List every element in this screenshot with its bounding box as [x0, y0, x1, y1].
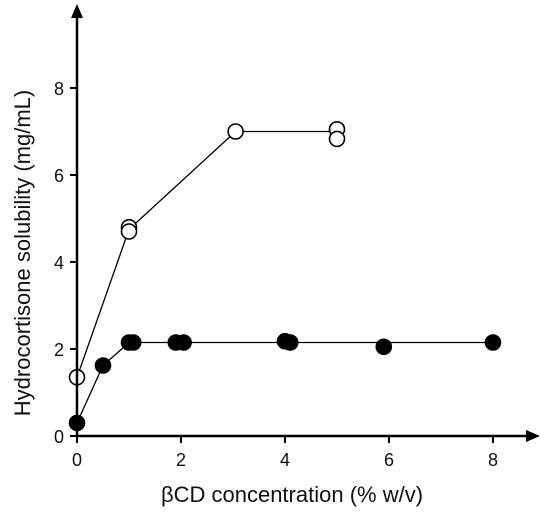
series-1-line — [76, 130, 337, 378]
x-tick-label-8: 8 — [488, 450, 498, 470]
x-tick-label-2: 2 — [176, 450, 186, 470]
y-tick-label-0: 0 — [54, 427, 64, 447]
series-1-point-6 — [328, 130, 346, 148]
series-1-point-3 — [120, 223, 138, 240]
y-tick-label-6: 6 — [54, 166, 64, 186]
axes-layer — [71, 4, 540, 442]
series-2-point-8 — [281, 334, 299, 351]
series-2-point-4 — [124, 334, 142, 351]
x-axis-title: βCD concentration (% w/v) — [161, 482, 423, 507]
y-tick-label-2: 2 — [54, 340, 64, 360]
y-axis-title: Hydrocortisone solubility (mg/mL) — [10, 90, 35, 416]
x-axis-arrow — [526, 430, 540, 442]
x-tick-label-4: 4 — [280, 450, 290, 470]
series-1-point-4 — [227, 123, 244, 140]
series-2-line — [76, 341, 493, 424]
series-2-point-9 — [375, 338, 393, 356]
y-tick-label-8: 8 — [54, 79, 64, 99]
y-axis-arrow — [71, 4, 83, 18]
series-2-point-10 — [484, 334, 502, 351]
y-tick-label-4: 4 — [54, 253, 64, 273]
series-2-point-6 — [175, 334, 192, 351]
series-2-point-2 — [94, 357, 112, 374]
series-layer — [68, 121, 502, 432]
x-tick-label-0: 0 — [72, 450, 82, 470]
x-tick-label-6: 6 — [384, 450, 394, 470]
ticks-layer: 0 2 4 6 8 0 2 4 6 8 — [54, 79, 498, 470]
